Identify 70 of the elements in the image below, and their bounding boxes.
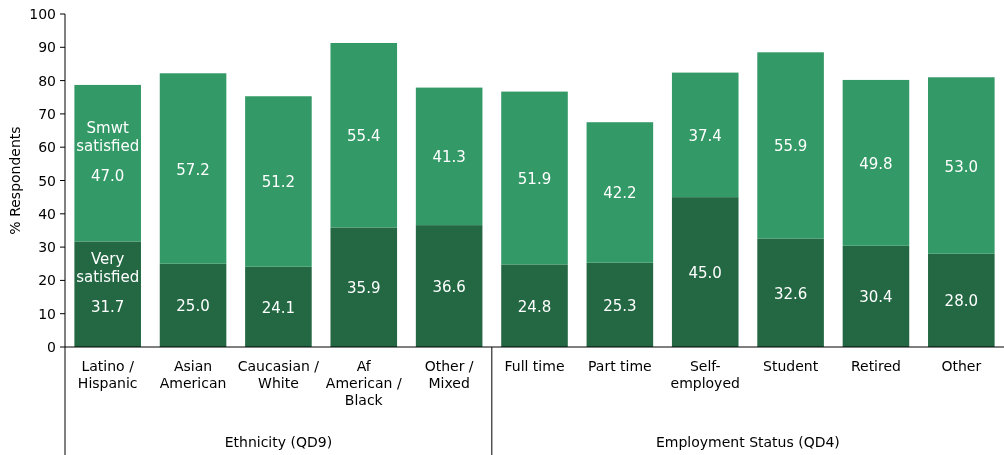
y-tick-label: 20 bbox=[38, 272, 56, 289]
bar bbox=[245, 96, 312, 267]
data-label: 42.2 bbox=[603, 184, 637, 203]
bar bbox=[415, 87, 483, 226]
data-label: 24.8 bbox=[517, 297, 552, 316]
data-label: 25.0 bbox=[176, 297, 210, 316]
y-tick-label: 40 bbox=[38, 205, 56, 222]
text: Ethnicity (QD9) bbox=[224, 434, 333, 450]
x-tick-label: Other bbox=[941, 358, 982, 374]
bar bbox=[842, 245, 910, 347]
bar bbox=[842, 79, 910, 246]
bar bbox=[928, 253, 995, 347]
bar bbox=[330, 227, 398, 347]
data-label: 37.4 bbox=[688, 126, 722, 145]
bar bbox=[330, 42, 398, 228]
x-tick-label: Part time bbox=[588, 358, 652, 374]
bar bbox=[159, 73, 227, 264]
x-tick-label: Other / Mixed bbox=[424, 358, 474, 391]
bar bbox=[757, 238, 824, 347]
data-label: 31.7 bbox=[90, 298, 125, 317]
y-tick-label: 80 bbox=[38, 72, 56, 89]
y-tick-label: 60 bbox=[38, 139, 56, 156]
data-label: 41.3 bbox=[432, 148, 466, 167]
data-label: 55.9 bbox=[773, 137, 808, 156]
data-label: 24.1 bbox=[261, 298, 296, 317]
x-tick-label: Student bbox=[763, 358, 819, 374]
series-label: Smwt satisfied bbox=[76, 119, 140, 156]
data-label: 45.0 bbox=[688, 264, 722, 283]
x-tick-label: Retired bbox=[850, 358, 901, 374]
bar bbox=[671, 197, 739, 347]
y-tick-label: 10 bbox=[38, 305, 56, 322]
x-tick-label: Latino / Hispanic bbox=[77, 358, 138, 391]
bar bbox=[757, 52, 824, 239]
data-label: 57.2 bbox=[176, 160, 210, 179]
bar bbox=[245, 266, 312, 347]
y-tick-label: 90 bbox=[38, 39, 56, 56]
x-tick-label: Self-employed bbox=[670, 358, 740, 391]
bar bbox=[159, 263, 227, 347]
text: Employment Status (QD4) bbox=[655, 434, 840, 450]
data-label: 35.9 bbox=[347, 279, 381, 298]
data-label: 51.9 bbox=[517, 170, 552, 188]
bar bbox=[586, 262, 654, 347]
bar bbox=[501, 91, 568, 265]
x-tick-label: Caucasian / White bbox=[237, 358, 320, 391]
bar bbox=[74, 84, 141, 242]
series-label: Very satisfied bbox=[76, 250, 140, 287]
y-tick-label: 30 bbox=[38, 239, 56, 256]
bar bbox=[501, 264, 568, 347]
data-label: 28.0 bbox=[944, 292, 979, 311]
data-label: 55.4 bbox=[347, 127, 381, 146]
data-label: 30.4 bbox=[859, 288, 893, 307]
bar bbox=[928, 77, 995, 254]
x-tick-label: Full time bbox=[504, 358, 565, 374]
data-label: 51.2 bbox=[261, 173, 296, 192]
data-label: 49.8 bbox=[859, 154, 893, 173]
bar bbox=[671, 72, 739, 198]
y-tick-label: 0 bbox=[47, 339, 56, 355]
x-tick-label: Asian American bbox=[159, 358, 227, 391]
y-tick-label: 100 bbox=[29, 6, 56, 22]
y-tick-label: 50 bbox=[38, 172, 56, 189]
data-label: 47.0 bbox=[90, 167, 125, 186]
y-axis-title: % Respondents bbox=[7, 126, 23, 235]
bar bbox=[586, 122, 654, 263]
data-label: 36.6 bbox=[432, 278, 466, 297]
data-label: 25.3 bbox=[603, 296, 637, 315]
data-label: 53.0 bbox=[944, 157, 979, 176]
data-label: 32.6 bbox=[773, 284, 808, 303]
x-tick-label: Af American / Black bbox=[325, 358, 402, 408]
bar bbox=[415, 225, 483, 347]
y-tick-label: 70 bbox=[38, 105, 56, 122]
